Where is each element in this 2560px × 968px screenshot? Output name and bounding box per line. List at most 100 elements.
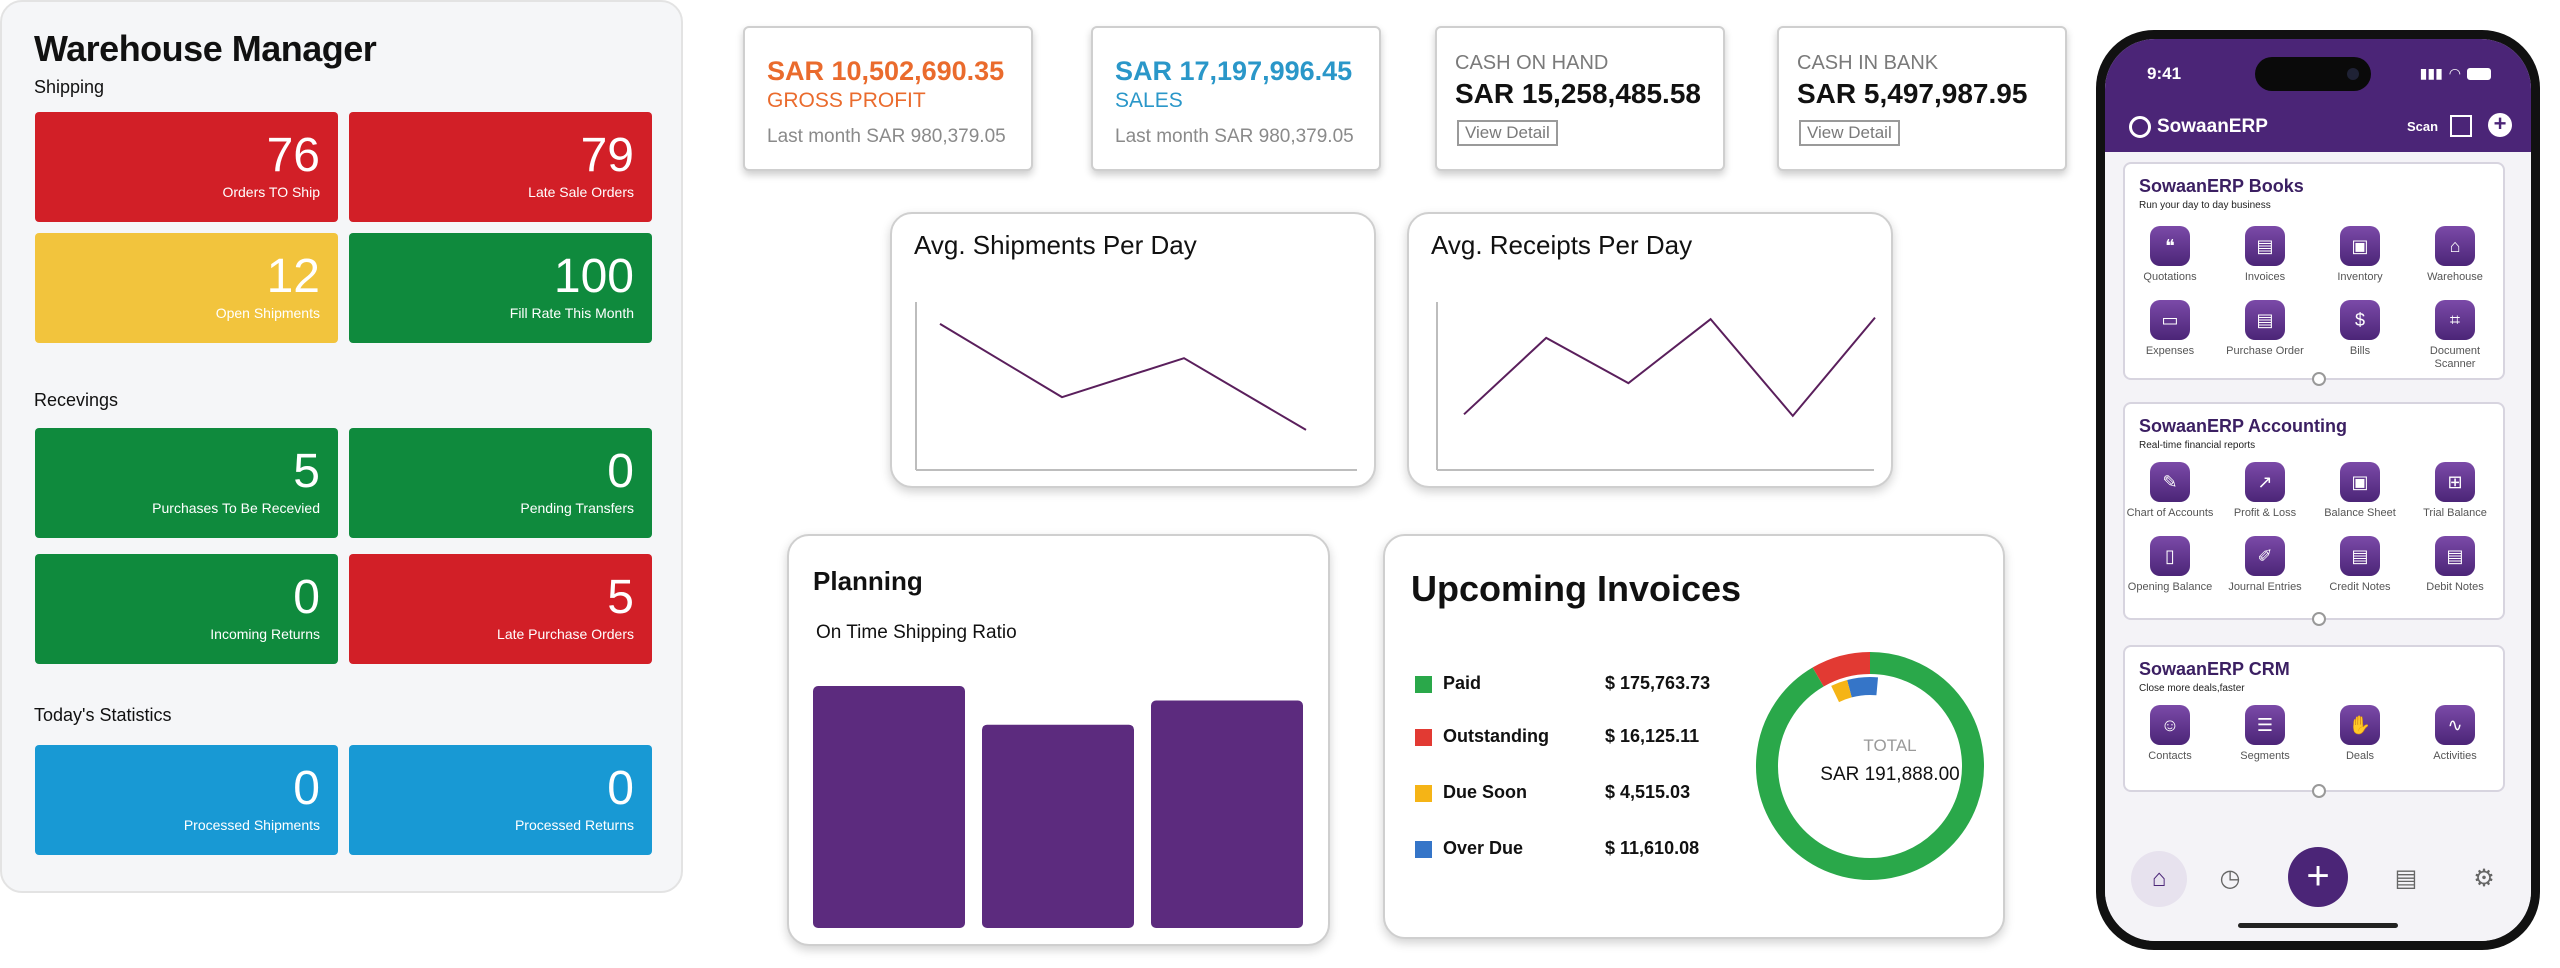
module-title: SowaanERP Accounting [2139,416,2348,436]
app-quotations[interactable]: ❝ Quotations [2125,226,2215,284]
tile-value: 12 [266,250,320,303]
tile-label: Processed Returns [514,817,634,833]
app-purchase-order[interactable]: ▤ Purchase Order [2220,300,2310,358]
module-subtitle: Run your day to day business [2139,200,2271,211]
bills-icon: $ [2340,300,2380,340]
app-balance-sheet[interactable]: ▣ Balance Sheet [2315,462,2405,520]
tile-value: 0 [293,762,320,815]
tile-value: 5 [293,445,320,498]
app-profit-loss[interactable]: ↗ Profit & Loss [2220,462,2310,520]
module-title: SowaanERP Books [2139,176,2304,196]
settings-gear-icon[interactable]: ⚙ [2473,865,2495,892]
history-clock-icon[interactable]: ◷ [2219,865,2241,892]
app-opening-balance[interactable]: ▯ Opening Balance [2125,536,2215,594]
scan-label[interactable]: Scan [2407,119,2439,134]
inventory-icon: ▣ [2340,226,2380,266]
app-label: Debit Notes [2426,581,2484,593]
list-icon[interactable]: ▤ [2394,865,2418,892]
app-document-scanner[interactable]: ⌗ Document Scanner [2410,300,2500,371]
phone-screen: 9:41 ▮▮▮ ◠ SowaanERP Scan + SowaanERP Bo… [2105,39,2531,941]
module-crm: SowaanERP CRM Close more deals,faster ☺ C… [2123,645,2505,798]
signal-icon: ▮▮▮ [2419,65,2443,81]
app-label: Segments [2240,750,2290,762]
tile-label: Fill Rate This Month [509,305,634,321]
receipts-chart-title: Avg. Receipts Per Day [1431,230,1693,260]
tile-label: Late Purchase Orders [497,626,634,642]
sales-amount: SAR 17,197,996.45 [1115,56,1353,86]
pager-dot[interactable] [2312,372,2326,386]
app-label: Quotations [2143,271,2197,283]
receivings-section-label: Recevings [34,390,119,410]
pager-dot[interactable] [2312,612,2326,626]
app-credit-notes[interactable]: ▤ Credit Notes [2315,536,2405,594]
warehouse-icon: ⌂ [2435,226,2475,266]
app-trial-balance[interactable]: ⊞ Trial Balance [2410,462,2500,520]
app-debit-notes[interactable]: ▤ Debit Notes [2410,536,2500,594]
app-deals[interactable]: ✋ Deals [2315,705,2405,763]
tile-open-shipments[interactable]: 12 Open Shipments [35,233,338,343]
legend-over-due: Over Due $ 11,610.08 [1415,838,1755,860]
shipments-line-chart [915,302,1357,471]
series-line [939,322,1307,431]
app-label: Chart of Accounts [2126,507,2214,519]
donut-total-label: TOTAL [1863,736,1917,755]
tile-label: Open Shipments [215,305,320,321]
module-title: SowaanERP CRM [2139,659,2290,679]
app-expenses[interactable]: ▭ Expenses [2125,300,2215,358]
tile-value: 76 [266,129,320,182]
module-subtitle: Close more deals,faster [2139,683,2245,694]
legend-value: $ 16,125.11 [1605,726,1700,746]
gross-profit-amount: SAR 10,502,690.35 [767,56,1005,86]
app-activities[interactable]: ∿ Activities [2410,705,2500,763]
tile-processed-returns[interactable]: 0 Processed Returns [349,745,652,855]
add-icon[interactable]: + [2488,113,2512,137]
bar [982,724,1134,928]
tile-late-sale-orders[interactable]: 79 Late Sale Orders [349,112,652,222]
profit-loss-icon: ↗ [2245,462,2285,502]
credit-notes-icon: ▤ [2340,536,2380,576]
cash-on-hand-view-detail-button[interactable]: View Detail [1457,120,1558,146]
legend-value: $ 175,763.73 [1605,673,1711,693]
tile-orders-to-ship[interactable]: 76 Orders TO Ship [35,112,338,222]
tile-value: 0 [293,571,320,624]
legend-swatch [1415,785,1432,802]
activities-icon: ∿ [2435,705,2475,745]
app-label: Contacts [2148,750,2192,762]
app-bills[interactable]: $ Bills [2315,300,2405,358]
planning-subtitle: On Time Shipping Ratio [816,622,1017,643]
app-logo-icon [2129,116,2151,138]
tile-fill-rate[interactable]: 100 Fill Rate This Month [349,233,652,343]
app-label: Purchase Order [2226,345,2304,357]
bar [813,686,965,928]
add-fab-button[interactable]: + [2288,847,2348,907]
cash-in-bank-view-detail-button[interactable]: View Detail [1799,120,1900,146]
app-segments[interactable]: ☰ Segments [2220,705,2310,763]
tile-value: 0 [607,762,634,815]
app-warehouse[interactable]: ⌂ Warehouse [2410,226,2500,284]
app-chart-of-accounts[interactable]: ✎ Chart of Accounts [2125,462,2215,520]
app-invoices[interactable]: ▤ Invoices [2220,226,2310,284]
gross-profit-card[interactable]: SAR 10,502,690.35 GROSS PROFIT Last mont… [743,26,1033,171]
pager-dot[interactable] [2312,784,2326,798]
tile-value: 100 [553,250,634,303]
tile-processed-shipments[interactable]: 0 Processed Shipments [35,745,338,855]
tile-purchases-to-be-received[interactable]: 5 Purchases To Be Recevied [35,428,338,538]
tile-pending-transfers[interactable]: 0 Pending Transfers [349,428,652,538]
journal-entries-icon: ✐ [2245,536,2285,576]
app-contacts[interactable]: ☺ Contacts [2125,705,2215,763]
app-label: Inventory [2337,271,2383,283]
gross-profit-label: GROSS PROFIT [767,89,926,112]
tile-late-purchase-orders[interactable]: 5 Late Purchase Orders [349,554,652,664]
slice-over-due [1847,677,1879,698]
contacts-icon: ☺ [2150,705,2190,745]
app-label: Profit & Loss [2233,507,2297,519]
app-label: Bills [2349,345,2371,357]
home-icon[interactable]: ⌂ [2131,851,2187,907]
tile-incoming-returns[interactable]: 0 Incoming Returns [35,554,338,664]
qr-scan-icon[interactable] [2450,115,2472,137]
chart-of-accounts-icon: ✎ [2150,462,2190,502]
sales-card[interactable]: SAR 17,197,996.45 SALES Last month SAR 9… [1091,26,1381,171]
app-journal-entries[interactable]: ✐ Journal Entries [2220,536,2310,594]
app-inventory[interactable]: ▣ Inventory [2315,226,2405,284]
tile-label: Pending Transfers [520,500,634,516]
